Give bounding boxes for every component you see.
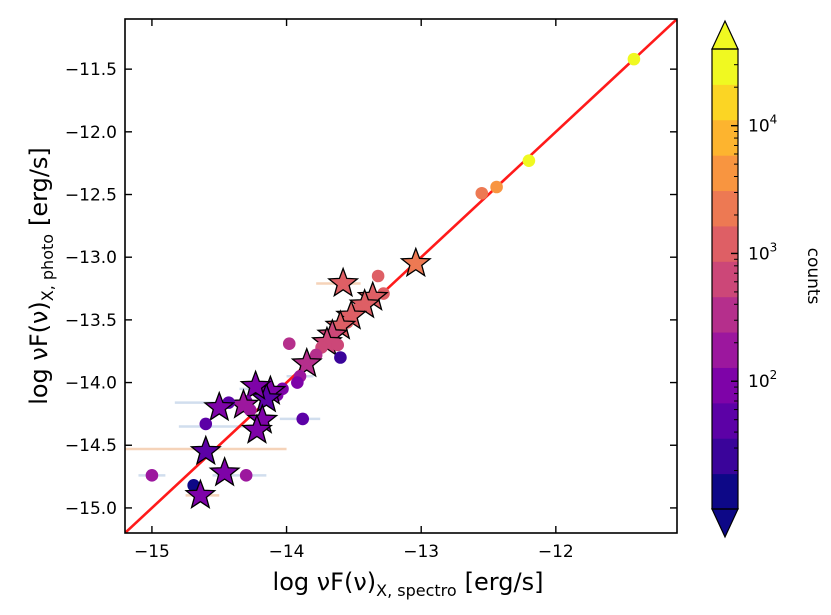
circle-point xyxy=(475,186,489,200)
star-point xyxy=(203,390,236,422)
circle-point xyxy=(522,154,536,167)
star-point xyxy=(184,478,217,510)
circle-point xyxy=(282,337,296,350)
colorbar-segment xyxy=(712,473,738,510)
y-tick-label: −13.5 xyxy=(65,311,117,331)
colorbar: 102 103 104 xyxy=(711,19,777,539)
y-tick-label: −14.5 xyxy=(65,436,117,456)
circle-point xyxy=(291,376,304,389)
y-axis-label-sub: X, photo xyxy=(38,234,57,301)
colorbar-segment xyxy=(712,261,738,298)
star-point xyxy=(399,246,432,278)
star-point xyxy=(290,346,323,378)
y-axis-label-main: log νF(ν) xyxy=(25,301,53,405)
circle-point xyxy=(331,338,345,352)
circle-point xyxy=(243,403,257,417)
y-tick-label: −15.0 xyxy=(65,499,117,519)
colorbar-segment xyxy=(712,296,738,333)
colorbar-label: counts xyxy=(803,248,823,305)
y-axis-label-unit: [erg/s] xyxy=(25,147,53,226)
colorbar-segment xyxy=(712,49,738,85)
colorbar-extend-bottom xyxy=(711,508,739,539)
colorbar-tick-label: 104 xyxy=(748,113,777,137)
circle-point xyxy=(490,180,503,194)
circle-point xyxy=(627,52,641,66)
colorbar-tick-label: 103 xyxy=(748,240,777,264)
x-axis-label-unit: [erg/s] xyxy=(465,568,544,596)
x-axis-label: log νF(ν)X, spectro [erg/s] xyxy=(273,568,544,600)
star-point xyxy=(208,455,241,487)
colorbar-segment xyxy=(712,190,738,227)
x-axis-label-sub: X, spectro xyxy=(376,581,457,600)
y-tick-label: −12.5 xyxy=(65,186,117,206)
y-tick-label: −13.0 xyxy=(65,248,117,268)
x-tick-label: −14 xyxy=(269,542,305,562)
y-tick-label: −12.0 xyxy=(65,123,117,143)
colorbar-frame xyxy=(711,48,739,510)
colorbar-segment xyxy=(712,225,738,262)
circle-point xyxy=(145,469,159,482)
x-axis-label-main: log νF(ν) xyxy=(273,568,377,596)
circle-point xyxy=(334,351,347,364)
colorbar-extend-top xyxy=(711,19,739,50)
star-point xyxy=(239,369,272,400)
colorbar-segment xyxy=(712,367,738,404)
colorbar-tick-label: 102 xyxy=(748,368,777,392)
star-point xyxy=(327,266,360,298)
circle-point xyxy=(296,412,310,426)
x-tick-label: −13 xyxy=(403,542,439,562)
y-tick-label: −11.5 xyxy=(65,60,117,80)
plot-frame xyxy=(124,18,678,534)
star-point xyxy=(240,413,273,444)
circle-point xyxy=(199,417,213,431)
colorbar-segment xyxy=(712,402,738,439)
star-point xyxy=(250,382,283,413)
x-tick-label: −12 xyxy=(538,542,574,562)
y-axis-label: log νF(ν)X, photo [erg/s] xyxy=(25,147,57,405)
y-tick-label: −14.0 xyxy=(65,374,117,394)
colorbar-segment xyxy=(712,84,738,121)
colorbar-segment xyxy=(712,155,738,192)
colorbar-segment xyxy=(712,332,738,368)
circle-point xyxy=(239,469,253,482)
circle-point xyxy=(371,269,385,283)
colorbar-segment xyxy=(712,438,738,475)
star-point xyxy=(189,434,222,466)
x-tick-label: −15 xyxy=(134,542,170,562)
